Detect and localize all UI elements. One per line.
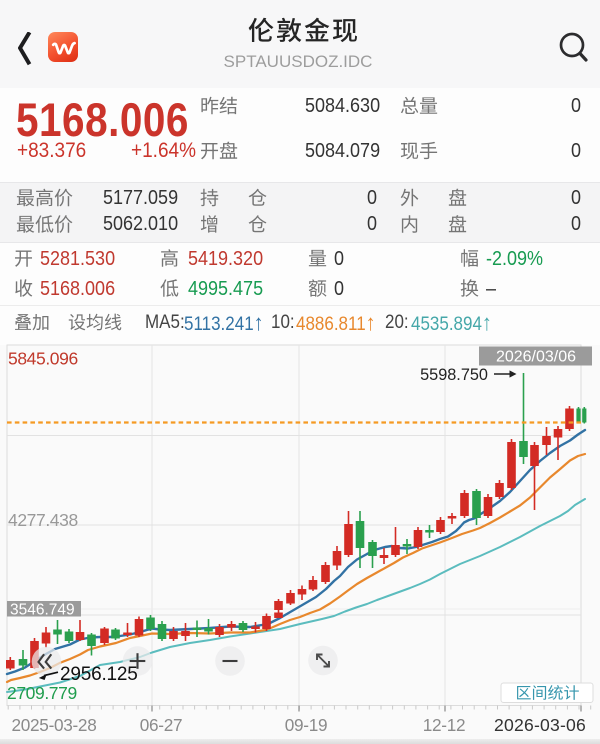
svg-text:06-27: 06-27 <box>140 715 182 735</box>
svg-text:2026/03/06: 2026/03/06 <box>496 349 576 366</box>
svg-text:5845.096: 5845.096 <box>8 349 78 369</box>
svg-text:2709.779: 2709.779 <box>7 683 77 703</box>
svg-text:3546.749: 3546.749 <box>10 602 75 619</box>
svg-text:2026-03-06: 2026-03-06 <box>494 715 586 735</box>
svg-text:4277.438: 4277.438 <box>8 510 78 530</box>
svg-text:09-19: 09-19 <box>285 715 327 735</box>
svg-text:12-12: 12-12 <box>423 715 465 735</box>
svg-text:5598.750: 5598.750 <box>420 366 488 384</box>
svg-text:2025-03-28: 2025-03-28 <box>12 715 97 735</box>
svg-text:2956.125: 2956.125 <box>60 664 138 685</box>
